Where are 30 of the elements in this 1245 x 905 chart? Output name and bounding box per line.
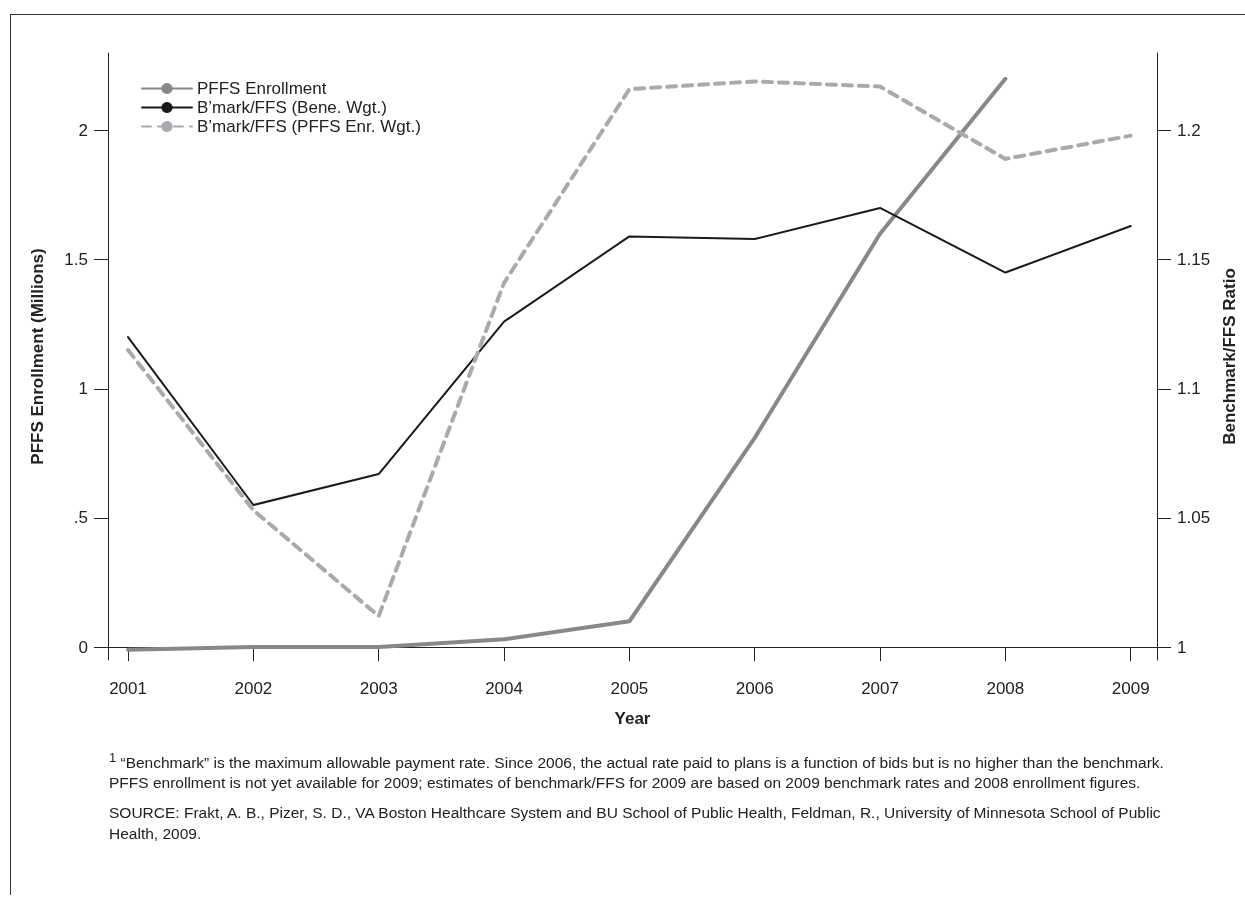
- x-tick-label: 2005: [610, 679, 649, 698]
- x-tick-label: 2007: [861, 679, 899, 698]
- x-tick-label: 2002: [234, 679, 273, 698]
- x-tick-label: 2004: [485, 679, 523, 698]
- line-series: [127, 206, 1132, 507]
- legend-label: B’mark/FFS (PFFS Enr. Wgt.): [197, 117, 421, 136]
- x-tick-label: 2008: [986, 679, 1025, 698]
- line-series: [126, 79, 1133, 619]
- y2-tick-label: 1.2: [1177, 120, 1201, 140]
- text: $^{1}$ “Benchmark” is the maximum allowable payment rate. Since 2006, the actual rate paid to plans is a function of bids but is no higher than the benchmark. PFFS enrollment is not yet available for 2009; estimates of benchmark/FFS for 2009 are based on 2009 benchmark rates and 2008 enrollment figures.: [109, 750, 1165, 794]
- y2-tick-label: 1.05: [1177, 508, 1211, 528]
- y2-tick-label: 1.1: [1177, 379, 1201, 399]
- x-tick-label: 2009: [1111, 679, 1150, 698]
- y-tick-label: 0: [78, 637, 88, 657]
- x-tick-label: 2001: [109, 679, 147, 698]
- source-note: SOURCE: Frakt, A. B., Pizer, S. D., VA Boston Healthcare System and BU School of Public Health, Feldman, R., University of Minnesota School of Public Health, 2009.: [109, 803, 1162, 844]
- y2-axis-title: Benchmark/FFS Ratio: [1220, 268, 1239, 445]
- line-series: [126, 76, 1008, 652]
- y-tick-label: 1: [78, 379, 88, 399]
- y-axis-title: PFFS Enrollment (Millions): [28, 248, 47, 465]
- x-axis-title: Year: [614, 709, 651, 728]
- legend-label: PFFS Enrollment: [197, 79, 327, 98]
- legend-label: B’mark/FFS (Bene. Wgt.): [197, 98, 387, 117]
- x-tick-label: 2006: [735, 679, 774, 698]
- y-tick-label: 1.5: [64, 250, 88, 270]
- y-tick-label: 2: [78, 120, 88, 140]
- y-tick-label: .5: [73, 508, 88, 528]
- y2-tick-label: 1.15: [1177, 250, 1211, 270]
- y2-tick-label: 1: [1177, 637, 1187, 657]
- x-tick-label: 2003: [359, 679, 398, 698]
